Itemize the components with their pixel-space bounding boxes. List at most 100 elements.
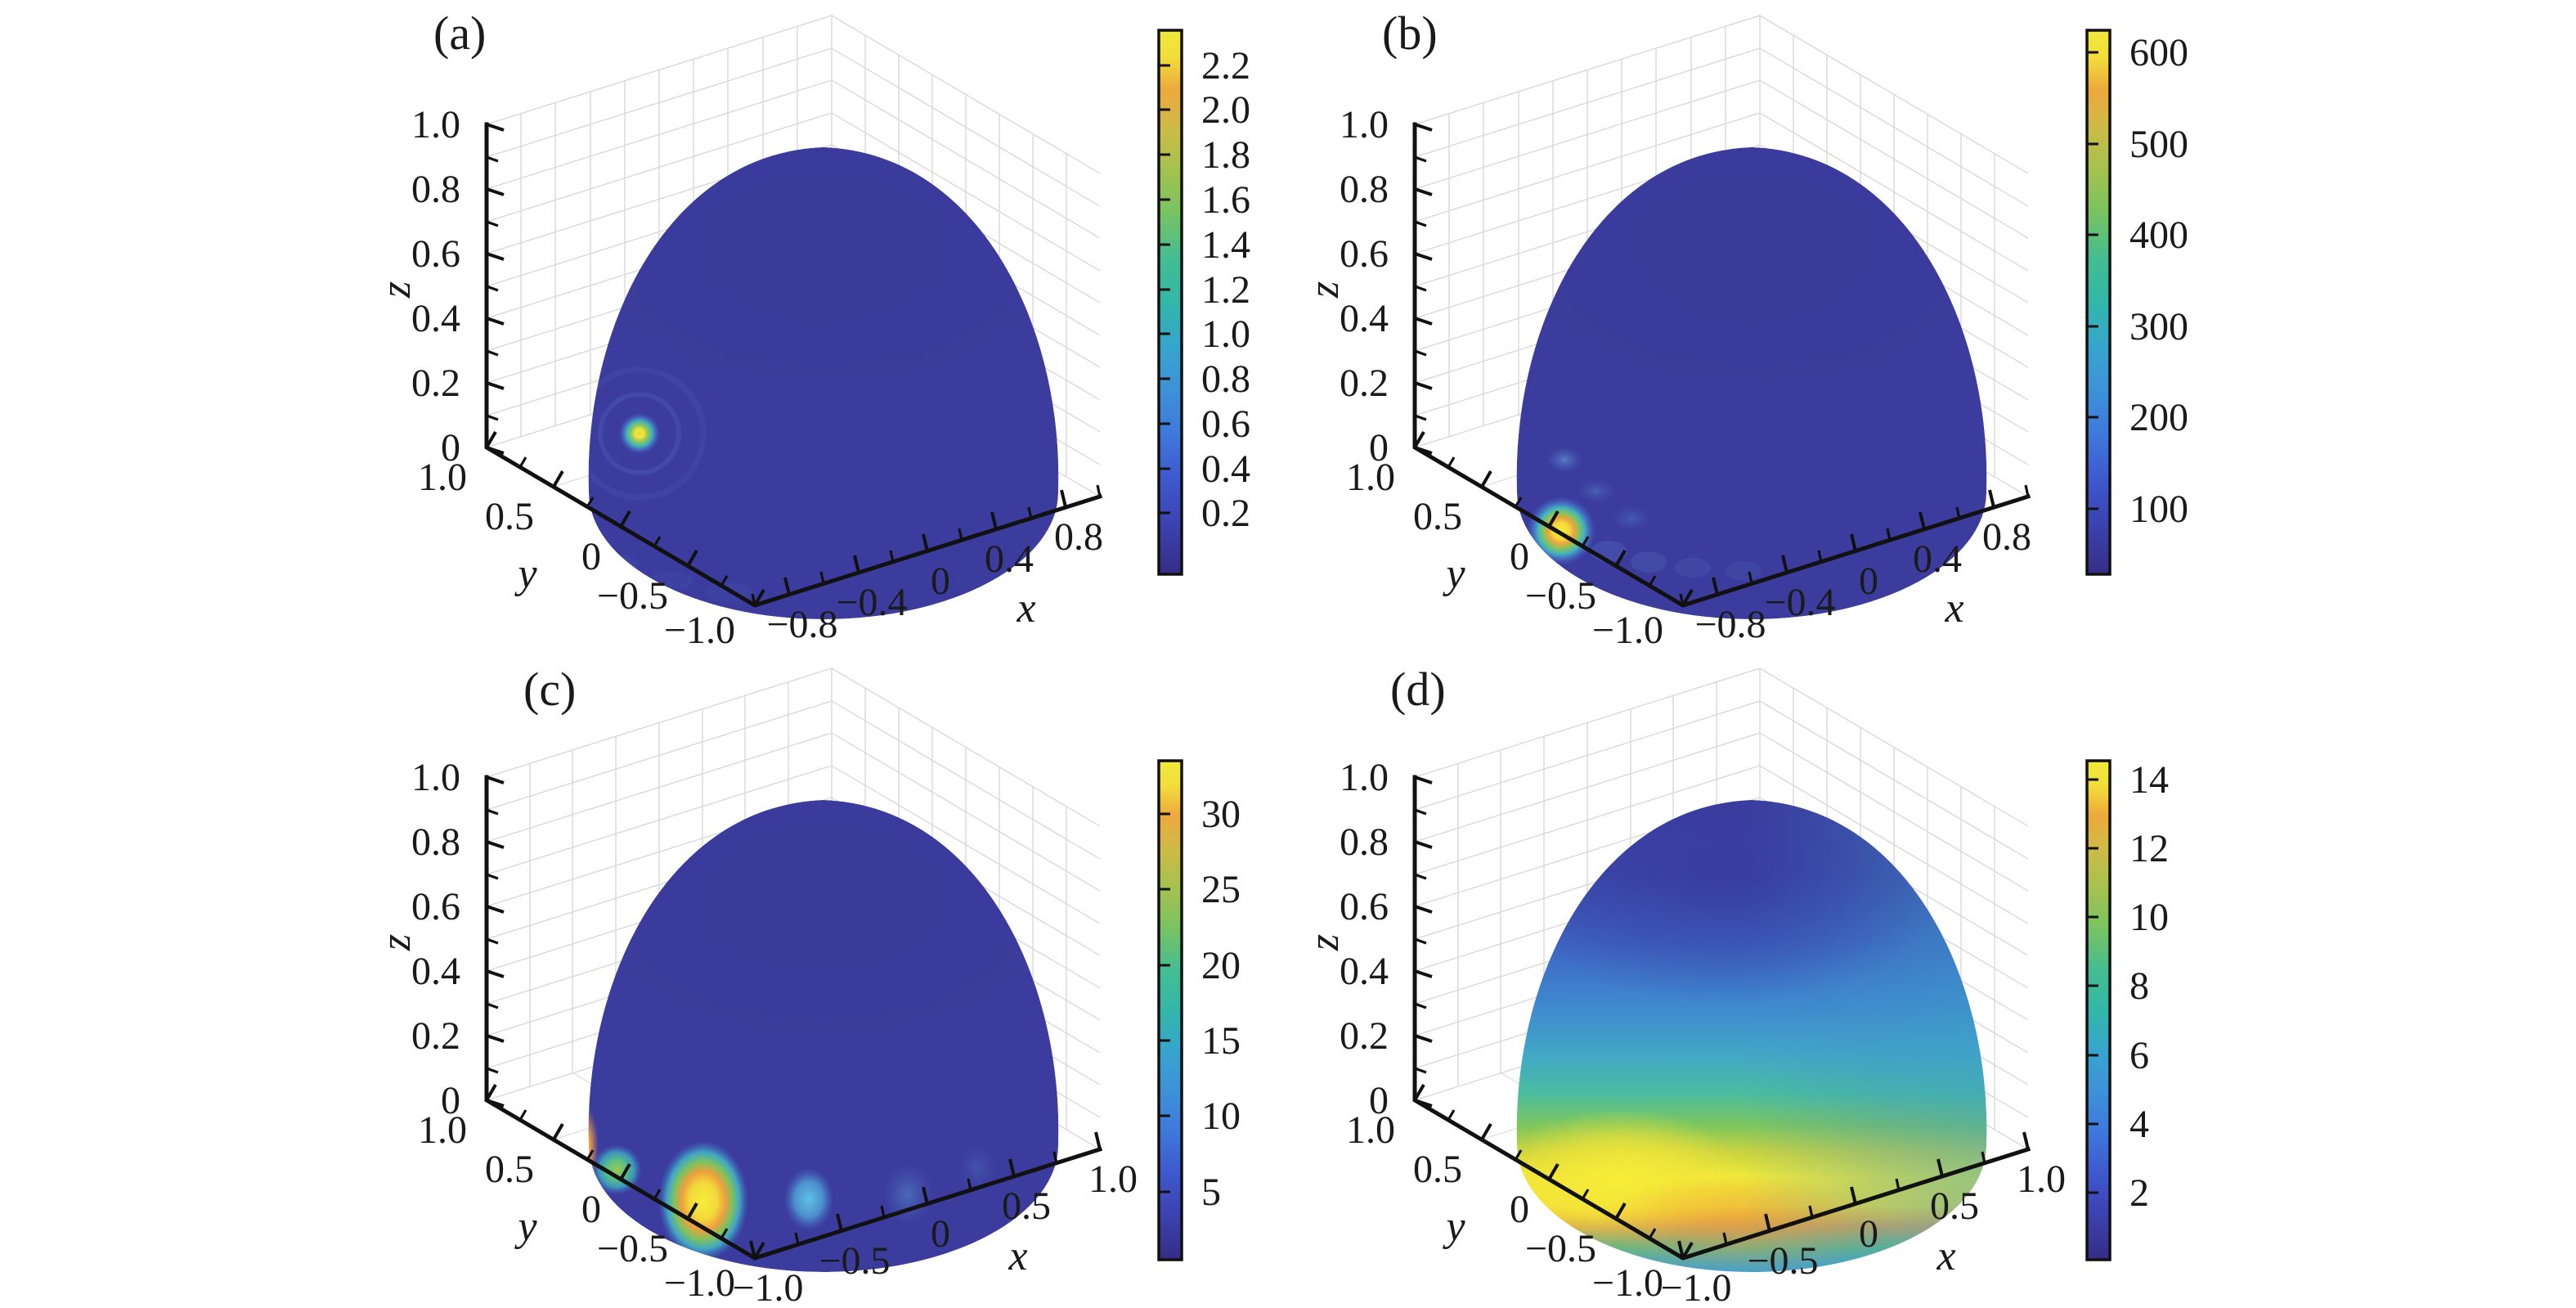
y-tick-label: −1.0	[664, 1261, 735, 1305]
z-tick-label: 0	[441, 1079, 460, 1122]
axis-major-ticks	[485, 123, 1067, 607]
z-axis-label: z	[1301, 934, 1348, 951]
x-tick-label: 1.0	[1088, 1157, 1138, 1201]
y-tick-label: 1.0	[1346, 456, 1395, 499]
panel-title: (c)	[523, 663, 576, 716]
z-tick-label: 0.8	[1340, 168, 1389, 211]
z-axis-label: z	[373, 281, 420, 299]
z-tick-label: 0	[441, 426, 460, 470]
ripple-ring	[588, 366, 707, 501]
axis-minor-ticks	[486, 155, 1102, 606]
colorbar-tick-label: 500	[2129, 123, 2188, 166]
y-tick-label: 1.0	[418, 456, 467, 499]
x-tick-label: 0.5	[1930, 1184, 1979, 1228]
colorbar-ticks	[1160, 64, 1170, 515]
colorbar: 2.2 2.0 1.8 1.6 1.4 1.2 1.0 0.8 0.6 0.4 …	[1157, 29, 1250, 576]
y-tick-label: −1.0	[664, 609, 735, 652]
y-tick-label: 0	[1510, 1188, 1529, 1231]
rim-lobe-yellow	[654, 1135, 752, 1266]
y-tick-label: −1.0	[1592, 609, 1663, 652]
z-tick-label: 0.6	[411, 232, 460, 276]
z-tick-label: 0.2	[1340, 362, 1389, 405]
colorbar-tick-label: 400	[2129, 214, 2188, 257]
panel-d: (d) 1.0 0.8 0.6 0.4 0.2 0 z 1.0 0.5 0 −0…	[1301, 663, 2169, 1308]
panel-title: (b)	[1382, 7, 1438, 60]
hotspot	[1524, 493, 1599, 569]
rim-lobe-orange-streak	[588, 1103, 599, 1191]
hotspot	[615, 409, 664, 458]
x-tick-label: 0.4	[1913, 537, 1962, 581]
rim-ripple	[1631, 551, 1667, 573]
z-tick-label: 0.8	[1340, 820, 1389, 864]
y-tick-label: 0.5	[485, 495, 534, 538]
z-tick-label: 0.2	[411, 1014, 460, 1058]
colorbar: 30 25 20 15 10 5	[1157, 759, 1241, 1261]
x-tick-label: −0.4	[836, 581, 907, 624]
y-tick-label: 1.0	[418, 1108, 467, 1152]
rim-ripple	[1675, 558, 1711, 578]
rim-lobe-faint	[882, 1163, 934, 1225]
colorbar-bar	[2085, 29, 2112, 576]
colorbar-tick-label: 10	[1201, 1094, 1241, 1138]
panel-title: (d)	[1390, 663, 1446, 716]
x-tick-label: 0.8	[1982, 515, 2031, 559]
x-tick-label: 1.0	[2017, 1157, 2066, 1201]
colorbar-tick-label: 2.2	[1201, 44, 1250, 88]
y-tick-label: −0.5	[597, 574, 668, 618]
y-tick-label: 0	[581, 535, 601, 578]
colorbar-bar	[1157, 759, 1183, 1261]
colorbar-tick-label: 1.2	[1201, 268, 1250, 312]
panel-title: (a)	[433, 7, 486, 60]
ripple-lobe	[1610, 506, 1653, 532]
top-dark-region	[1516, 800, 1953, 1004]
colorbar-tick-label: 600	[2129, 31, 2188, 74]
x-tick-label: 0.8	[1054, 515, 1103, 559]
ripple-lobe	[1577, 479, 1616, 503]
z-tick-label: 0.4	[411, 297, 460, 340]
axis-minor-ticks	[1414, 808, 1986, 1245]
colorbar-tick-label: 1.0	[1201, 312, 1250, 356]
z-tick-label: 1.0	[411, 103, 460, 146]
colorbar-tick-label: 1.8	[1201, 133, 1250, 177]
colorbar-tick-label: 4	[2129, 1103, 2149, 1146]
z-tick-label: 1.0	[1340, 103, 1389, 146]
x-tick-label: −1.0	[1660, 1266, 1731, 1308]
rim-lobe-cyan	[778, 1160, 840, 1238]
colorbar-tick-label: 1.4	[1201, 223, 1250, 267]
x-tick-label: 0	[931, 560, 950, 603]
colorbar-tick-label: 100	[2129, 488, 2188, 531]
colorbar-tick-label: 20	[1201, 944, 1241, 987]
colorbar-ticks	[2088, 51, 2098, 510]
colorbar-tick-label: 8	[2129, 964, 2149, 1008]
x-tick-label: 0.5	[1002, 1184, 1051, 1228]
x-tick-label: 0	[1859, 560, 1878, 603]
axis-major-ticks	[1413, 123, 1995, 607]
colorbar-tick-label: 2	[2129, 1171, 2149, 1215]
surface-shading	[1516, 147, 1987, 402]
y-tick-label: 0.5	[1413, 495, 1462, 538]
rim-lobe-faint	[957, 1144, 998, 1193]
y-tick-label: −1.0	[1592, 1261, 1663, 1305]
rim-ripple	[1726, 561, 1761, 581]
y-axis-label: y	[1442, 551, 1465, 597]
z-axis-label: z	[373, 934, 420, 951]
axis-minor-ticks	[1414, 155, 2030, 606]
z-tick-label: 0.6	[1340, 885, 1389, 928]
colorbar-tick-label: 0.4	[1201, 447, 1250, 491]
z-axis-label: z	[1301, 281, 1348, 299]
x-tick-label: −0.4	[1764, 581, 1835, 624]
z-tick-label: 0.8	[411, 168, 460, 211]
y-axis-label: y	[1442, 1203, 1465, 1250]
colorbar-ticks	[1160, 812, 1170, 1193]
y-tick-label: −0.5	[1525, 574, 1596, 618]
colorbar-tick-label: 25	[1201, 868, 1241, 911]
axis-major-ticks	[1413, 775, 2030, 1260]
z-tick-label: 1.0	[1340, 756, 1389, 799]
axis-major-ticks	[485, 775, 1102, 1260]
colorbar-tick-label: 0.6	[1201, 402, 1250, 446]
z-tick-label: 0.6	[411, 885, 460, 928]
y-axis-label: y	[514, 551, 537, 597]
colorbar-bar	[2085, 759, 2112, 1261]
panel-b: (b) 1.0 0.8 0.6 0.4 0.2 0 z 1.0 0.5 0 −0…	[1301, 7, 2188, 652]
